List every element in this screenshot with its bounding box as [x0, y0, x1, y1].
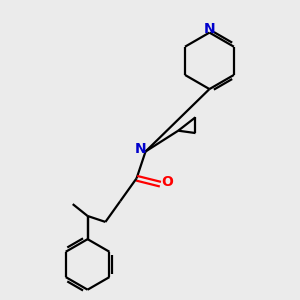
Text: O: O [161, 175, 173, 189]
Text: N: N [134, 142, 146, 155]
Text: N: N [204, 22, 215, 36]
